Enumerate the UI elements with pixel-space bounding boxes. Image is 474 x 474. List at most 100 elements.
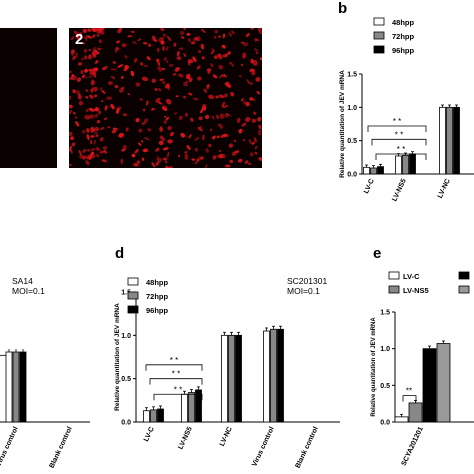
cell-mark [201, 29, 206, 33]
y-tick-label: 1.5 [347, 72, 357, 79]
bar [188, 392, 195, 423]
cell-mark [258, 124, 262, 130]
cell-mark [139, 98, 143, 101]
cell-mark [158, 88, 162, 92]
cell-mark [228, 143, 234, 148]
cell-mark [93, 94, 98, 98]
cell-mark [92, 34, 96, 38]
cell-mark [85, 95, 89, 99]
cell-mark [92, 46, 96, 52]
cell-mark [167, 139, 173, 144]
cell-mark [93, 139, 96, 145]
cell-mark [85, 160, 90, 166]
cell-mark [147, 128, 152, 132]
y-tick-label: 0.5 [380, 383, 390, 390]
cell-mark [249, 152, 254, 157]
cell-mark [138, 128, 143, 133]
cell-mark [255, 52, 259, 54]
bar [143, 410, 150, 423]
cell-mark [98, 110, 101, 115]
cell-mark [224, 93, 228, 98]
bar [270, 328, 277, 423]
cell-mark [95, 60, 99, 64]
cell-mark [173, 112, 178, 115]
cell-mark [178, 73, 184, 78]
bar [409, 153, 416, 175]
cell-mark [74, 116, 78, 119]
cell-mark [187, 59, 194, 64]
panel-d-annotation: SC201301 MOI=0.1 [287, 276, 327, 296]
cell-mark [164, 115, 167, 118]
y-tick-label: 1.0 [121, 333, 131, 340]
cell-mark [229, 159, 234, 164]
cell-mark [229, 61, 233, 65]
cell-mark [96, 51, 100, 55]
cell-mark [210, 50, 215, 55]
cell-mark [222, 33, 226, 39]
significance-bracket [402, 395, 417, 402]
cell-mark [116, 40, 120, 44]
cell-mark [211, 48, 215, 51]
cell-mark [91, 28, 96, 32]
cell-mark [218, 74, 223, 79]
cell-mark [254, 48, 258, 52]
cell-mark [88, 68, 93, 72]
cell-mark [127, 35, 133, 38]
cell-mark [94, 132, 98, 135]
cell-mark [246, 32, 250, 38]
cell-mark [214, 29, 219, 34]
bar [395, 155, 402, 175]
cell-mark [143, 65, 149, 67]
significance-stars: * * [397, 145, 405, 154]
cell-mark [216, 114, 220, 120]
cell-mark [254, 151, 258, 155]
cell-mark [85, 108, 89, 113]
cell-mark [142, 108, 146, 112]
cell-mark [167, 35, 172, 42]
cell-mark [70, 149, 73, 154]
cell-mark [148, 43, 152, 47]
significance-bracket [145, 364, 203, 371]
cell-mark [249, 68, 256, 73]
legend-swatch [373, 17, 385, 26]
cell-mark [212, 155, 217, 160]
cell-mark [208, 94, 215, 100]
cell-mark [165, 45, 169, 52]
cell-mark [186, 32, 191, 36]
cell-mark [216, 135, 220, 139]
cell-mark [115, 46, 120, 51]
cell-mark [242, 138, 246, 142]
cell-mark [231, 63, 235, 67]
cell-mark [245, 101, 250, 107]
cell-mark [136, 160, 141, 164]
y-tick-label: 0.5 [347, 138, 357, 145]
cell-mark [163, 105, 168, 111]
cell-mark [219, 113, 225, 119]
cell-mark [75, 52, 78, 58]
cell-mark [81, 57, 85, 61]
cell-mark [197, 126, 203, 132]
legend-label: 72hpp [146, 292, 169, 301]
cell-mark [160, 28, 164, 31]
bar [235, 334, 242, 423]
cell-mark [177, 154, 181, 158]
cell-mark [137, 38, 141, 42]
cell-mark [130, 30, 135, 34]
cell-mark [88, 107, 95, 112]
legend-swatch [373, 45, 385, 54]
cell-mark [94, 126, 99, 132]
cell-mark [203, 88, 208, 93]
cell-mark [156, 155, 159, 161]
cell-mark [240, 41, 245, 44]
cell-mark [78, 100, 84, 106]
y-tick-label: 0.5 [121, 376, 131, 383]
cell-mark [230, 91, 234, 97]
cell-mark [160, 125, 163, 132]
cell-mark [200, 156, 204, 160]
y-axis-label: Relative quantitation of JEV mRNA [114, 303, 121, 411]
cell-mark [94, 113, 98, 118]
cell-mark [174, 66, 180, 72]
cell-mark [191, 158, 195, 161]
cell-mark [159, 135, 164, 140]
